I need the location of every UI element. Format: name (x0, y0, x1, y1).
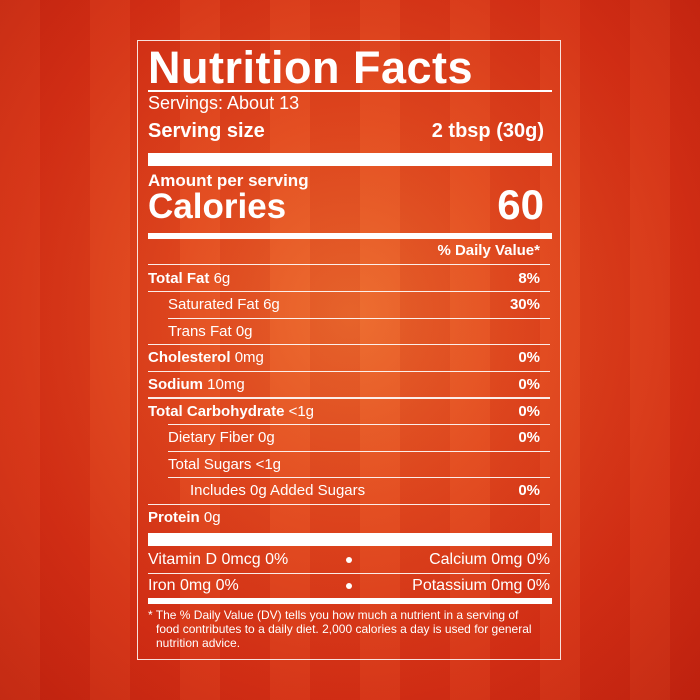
nutrient-row: Trans Fat 0g (148, 318, 550, 344)
nutrient-amount: <1g (255, 455, 282, 473)
nutrient-name-amount: Cholesterol 0mg (148, 349, 264, 366)
nutrient-dv: 0% (518, 482, 540, 500)
nutrient-name-amount: Saturated Fat 6g (148, 296, 280, 313)
nutrient-name: Sodium (148, 375, 203, 393)
divider (148, 503, 550, 506)
nutrient-dv: 0% (518, 402, 540, 420)
nutrient-row: Total Fat 6g 8% (148, 265, 550, 291)
nutrient-name-amount: Sodium 10mg (148, 376, 245, 393)
footnote: * The % Daily Value (DV) tells you how m… (148, 608, 532, 650)
thick-divider (148, 153, 552, 166)
nutrient-dv: 0% (518, 349, 540, 367)
nutrient-dv: 0% (518, 375, 540, 393)
nutrient-name: Total Carbohydrate (148, 402, 285, 420)
amount-per-serving: Amount per serving (148, 171, 309, 190)
serving-size-value: 2 tbsp (30g) (431, 120, 544, 142)
divider (148, 264, 550, 266)
nutrient-amount: 6g (213, 269, 231, 287)
nutrient-name-amount: Trans Fat 0g (148, 323, 253, 340)
medium-divider (148, 598, 552, 604)
divider (148, 370, 550, 373)
nutrient-name-amount: Total Carbohydrate <1g (148, 403, 314, 420)
calories-row: Calories 60 (148, 181, 544, 229)
nutrient-name-amount: Total Fat 6g (148, 270, 230, 287)
nutrient-name: Dietary Fiber (168, 429, 254, 447)
divider (148, 90, 552, 92)
divider (168, 317, 550, 319)
nutrient-row: Cholesterol 0mg 0% (148, 345, 550, 371)
nutrient-amount: 0g (235, 322, 253, 340)
micronutrient-left: Vitamin D 0mcg 0% (148, 551, 289, 568)
nutrient-row: Saturated Fat 6g 30% (148, 292, 550, 318)
bullet-icon (346, 583, 352, 589)
nutrient-name: Includes 0g Added Sugars (190, 482, 366, 500)
nutrient-amount: 6g (263, 296, 280, 314)
thick-divider (148, 533, 552, 546)
serving-size-row: Serving size 2 tbsp (30g) (148, 120, 544, 143)
nutrient-name-amount: Includes 0g Added Sugars (148, 482, 365, 499)
micronutrient-right: Calcium 0mg 0% (429, 551, 550, 568)
servings-text: Servings: About 13 (148, 93, 300, 113)
nutrient-name-amount: Dietary Fiber 0g (148, 429, 275, 446)
nutrient-name: Total Fat (148, 269, 210, 287)
nutrient-amount: 10mg (207, 375, 245, 393)
nutrient-amount: 0g (258, 429, 275, 447)
nutrient-row: Includes 0g Added Sugars 0% (148, 478, 550, 504)
nutrient-row: Dietary Fiber 0g 0% (148, 425, 550, 451)
calories-label: Calories (148, 187, 287, 226)
label-title: Nutrition Facts (148, 42, 474, 93)
nutrient-dv: 8% (518, 269, 540, 287)
nutrient-row: Sodium 10mg 0% (148, 371, 550, 397)
nutrient-name-amount: Protein 0g (148, 509, 221, 526)
divider (148, 573, 550, 575)
divider (168, 424, 550, 426)
divider (148, 291, 550, 293)
nutrition-facts-label: Nutrition Facts Servings: About 13 Servi… (137, 40, 561, 660)
divider (148, 344, 550, 346)
micronutrient-row: Vitamin D 0mcg 0% Calcium 0mg 0% (148, 547, 550, 573)
medium-divider (148, 233, 552, 239)
nutrient-name: Saturated Fat (168, 296, 259, 314)
nutrient-row: Total Sugars <1g (148, 451, 550, 477)
micronutrient-left: Iron 0mg 0% (148, 577, 239, 594)
nutrient-name: Protein (148, 508, 200, 526)
nutrient-row: Total Carbohydrate <1g 0% (148, 398, 550, 424)
micronutrient-right: Potassium 0mg 0% (412, 577, 550, 594)
divider (168, 477, 550, 479)
divider (168, 450, 550, 452)
nutrient-amount: 0mg (234, 349, 264, 367)
serving-size-label: Serving size (148, 120, 265, 142)
nutrient-amount: <1g (288, 402, 315, 420)
nutrient-name-amount: Total Sugars <1g (148, 456, 281, 473)
nutrient-amount: 0g (203, 508, 221, 526)
divider (148, 397, 550, 399)
nutrient-name: Trans Fat (168, 322, 232, 340)
calories-value: 60 (497, 181, 544, 228)
nutrient-dv: 0% (518, 429, 540, 447)
nutrient-name: Cholesterol (148, 349, 231, 367)
nutrient-dv: 30% (509, 296, 540, 314)
micronutrient-row: Iron 0mg 0% Potassium 0mg 0% (148, 573, 550, 599)
nutrient-row: Protein 0g (148, 504, 550, 530)
bullet-icon (346, 557, 352, 563)
nutrient-name: Total Sugars (168, 455, 252, 473)
daily-value-header: % Daily Value* (437, 242, 540, 259)
